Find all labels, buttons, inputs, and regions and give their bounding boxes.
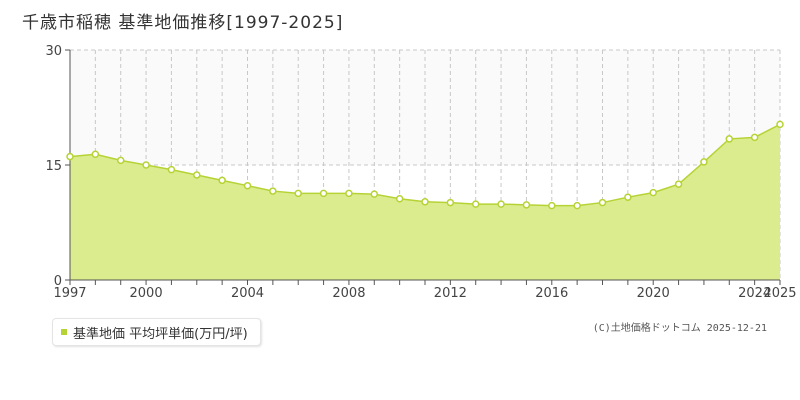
x-tick-label: 2004	[231, 286, 264, 300]
x-tick-label: 1997	[53, 286, 86, 300]
x-tick-label: 2025	[763, 286, 796, 300]
data-point	[421, 198, 429, 206]
data-point	[750, 133, 759, 142]
data-point	[345, 189, 353, 198]
data-point	[116, 156, 125, 165]
chart-title: 千歳市稲穂 基準地価推移[1997-2025]	[22, 13, 344, 33]
data-point	[598, 198, 607, 207]
legend-label: 基準地価 平均坪単価(万円/坪)	[73, 326, 248, 342]
data-point	[167, 165, 176, 174]
legend-swatch	[61, 329, 67, 335]
data-point	[269, 187, 277, 195]
y-tick-label: 30	[45, 44, 62, 59]
data-point	[624, 193, 632, 201]
x-tick-label: 2020	[637, 286, 670, 300]
data-point	[319, 189, 328, 198]
data-point	[649, 188, 657, 197]
data-point	[674, 180, 683, 188]
x-tick-label: 2000	[130, 286, 163, 300]
data-point	[218, 176, 226, 185]
data-point	[395, 194, 404, 203]
data-point	[497, 200, 505, 208]
y-tick-label: 0	[54, 274, 62, 289]
data-point	[522, 201, 531, 209]
data-point	[573, 201, 581, 210]
chart-legend: 基準地価 平均坪単価(万円/坪)	[52, 318, 261, 346]
x-tick-label: 2024	[738, 286, 771, 300]
data-point	[243, 181, 252, 190]
data-point	[548, 201, 556, 210]
data-point	[91, 150, 100, 159]
data-point	[446, 198, 455, 207]
data-point	[725, 135, 734, 143]
y-tick-label: 15	[45, 159, 62, 174]
data-point	[370, 190, 379, 198]
x-tick-label: 2012	[434, 286, 467, 300]
credit-text: (C)土地価格ドットコム 2025-12-21	[592, 323, 767, 334]
data-point	[66, 152, 74, 161]
land-price-chart: 0 15 30 1997 2000 2004 2008 2012 2016 2020 2024202…	[45, 44, 796, 300]
data-point	[193, 171, 201, 179]
data-point	[471, 200, 480, 208]
data-point	[776, 120, 784, 129]
x-tick-label: 2016	[535, 286, 568, 300]
data-point	[142, 161, 150, 169]
data-point	[294, 189, 302, 198]
x-tick-label: 2008	[332, 286, 365, 300]
data-point	[700, 158, 708, 166]
